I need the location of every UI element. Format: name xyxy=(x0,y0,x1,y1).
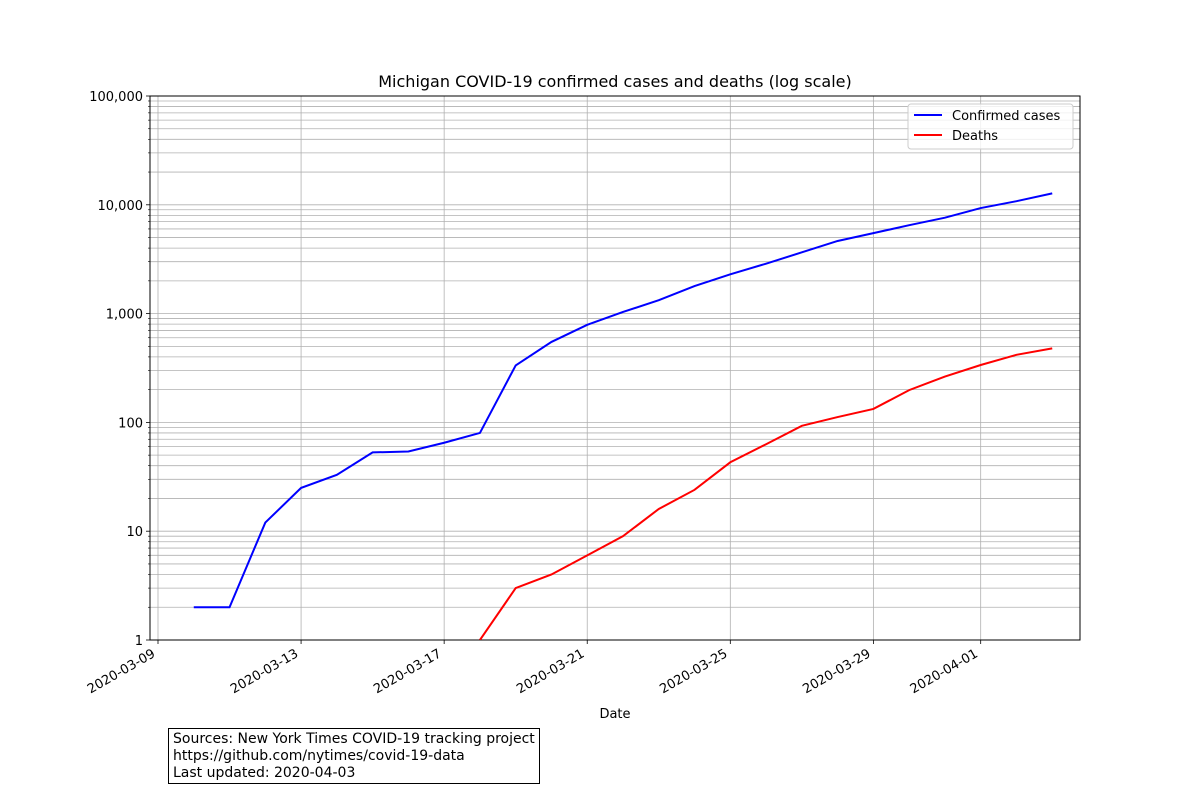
y-tick-label: 1,000 xyxy=(106,308,143,323)
legend-label: Deaths xyxy=(952,129,998,144)
x-tick-label: 2020-04-01 xyxy=(908,646,981,697)
series-line-deaths xyxy=(479,347,1053,640)
x-tick-label: 2020-03-29 xyxy=(800,646,873,697)
y-tick-label: 100,000 xyxy=(89,90,143,105)
legend-label: Confirmed cases xyxy=(952,109,1061,124)
plot-frame xyxy=(149,95,1081,641)
x-tick-label: 2020-03-17 xyxy=(371,646,444,697)
sources-box: Sources: New York Times COVID-19 trackin… xyxy=(168,728,540,784)
x-tick-label: 2020-03-09 xyxy=(85,646,158,697)
y-tick-label: 1 xyxy=(135,634,143,649)
x-axis-label: Date xyxy=(599,707,630,722)
y-tick-label: 10 xyxy=(126,525,143,540)
last-updated: Last updated: 2020-04-03 xyxy=(173,765,356,781)
x-tick-label: 2020-03-13 xyxy=(228,646,301,697)
y-tick-label: 10,000 xyxy=(98,199,144,214)
sources-url: https://github.com/nytimes/covid-19-data xyxy=(173,748,465,764)
y-tick-label: 100 xyxy=(118,416,143,431)
series-line-confirmed-cases xyxy=(193,192,1053,609)
chart-title: Michigan COVID-19 confirmed cases and de… xyxy=(378,72,852,91)
x-tick-label: 2020-03-21 xyxy=(514,646,587,697)
legend-box xyxy=(907,103,1074,150)
x-tick-label: 2020-03-25 xyxy=(657,646,730,697)
sources-line: Sources: New York Times COVID-19 trackin… xyxy=(173,731,535,747)
